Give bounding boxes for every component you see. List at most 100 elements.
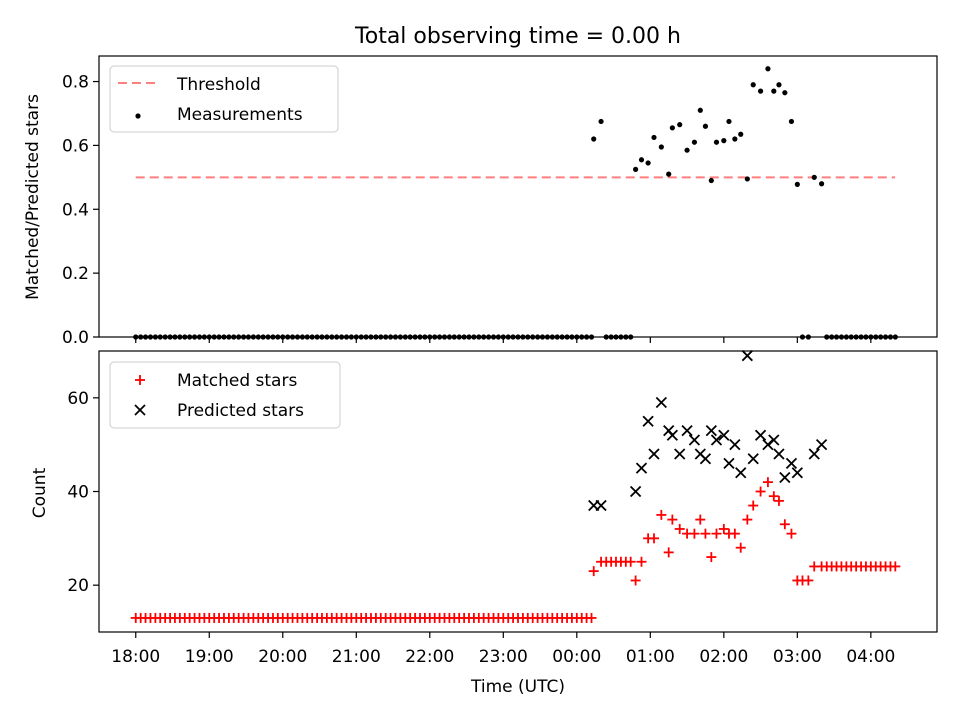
predicted-star-point <box>710 434 723 446</box>
matched-star-point <box>786 528 797 539</box>
x-tick-label: 21:00 <box>332 647 381 667</box>
predicted-star-point <box>808 448 820 460</box>
predicted-star-point <box>773 448 785 460</box>
measurement-point <box>708 177 714 184</box>
measurement-point <box>750 82 756 88</box>
matched-star-point <box>648 533 659 544</box>
top-axes-frame <box>98 55 938 338</box>
measurement-point <box>788 118 795 125</box>
predicted-star-point <box>699 453 712 465</box>
bottom-y-tick-label: 20 <box>67 576 89 596</box>
measurement-point <box>697 107 703 113</box>
predicted-star-point <box>723 457 735 470</box>
bottom-panel: 20 40 60 18:00 19:00 20:00 21:00 22:00 23:00 00:0… <box>67 350 938 667</box>
predicted-legend-swatch <box>134 404 146 416</box>
matched-star-point <box>803 575 814 586</box>
matched-star-point <box>588 566 599 577</box>
predicted-star-point <box>729 439 741 451</box>
predicted-star-point <box>642 415 654 427</box>
top-y-tick-label: 0.0 <box>62 328 89 348</box>
bottom-legend: Matched stars Predicted stars <box>109 361 341 429</box>
figure-title: Total observing time = 0.00 h <box>354 24 681 49</box>
matched-star-point <box>636 556 647 567</box>
top-y-tick-label: 0.6 <box>62 136 89 156</box>
x-tick-label: 02:00 <box>699 647 748 667</box>
measurements-legend-label: Measurements <box>177 105 303 125</box>
predicted-star-point <box>705 424 717 437</box>
matched-star-point <box>755 486 766 497</box>
measurement-point <box>666 171 672 177</box>
matched-star-point <box>779 519 790 530</box>
predicted-star-point <box>688 434 701 446</box>
predicted-star-point <box>629 485 642 498</box>
measurement-point <box>738 131 744 137</box>
matched-star-point <box>742 514 753 525</box>
top-panel: 0.0 0.2 0.4 0.6 0.8 Threshold Measurements <box>62 55 938 348</box>
predicted-star-point <box>768 434 780 446</box>
measurement-point <box>713 139 720 145</box>
bottom-legend-box <box>109 361 341 429</box>
top-y-tick-label: 0.4 <box>62 200 89 220</box>
top-y-axis-label: Matched/Predicted stars <box>23 94 43 300</box>
predicted-star-point <box>674 448 686 460</box>
predicted-star-point <box>655 396 667 409</box>
predicted-star-point <box>635 462 648 474</box>
predicted-star-point <box>747 453 759 465</box>
matched-star-point <box>695 514 706 525</box>
matched-star-point <box>663 547 674 558</box>
measurement-point <box>818 181 825 187</box>
x-tick-label: 03:00 <box>773 647 822 667</box>
matched-star-point <box>689 528 700 539</box>
measurement-point <box>645 160 651 166</box>
predicted-star-point <box>785 457 798 470</box>
matched-star-point <box>674 523 685 534</box>
measurement-point <box>782 90 788 96</box>
measurement-point <box>638 157 645 163</box>
measurement-point <box>598 118 604 125</box>
matched-star-point <box>586 612 597 623</box>
predicted-star-point <box>779 471 791 484</box>
measurement-point <box>591 136 597 142</box>
measurement-point <box>794 181 800 187</box>
measurement-point <box>651 134 657 141</box>
bottom-axes-frame <box>98 350 938 633</box>
predicted-star-point <box>666 429 679 441</box>
measurement-point <box>633 166 639 172</box>
measurement-point <box>677 122 683 128</box>
matched-star-point <box>625 556 636 567</box>
matched-star-point <box>656 509 667 520</box>
predicted-star-point <box>815 439 828 451</box>
top-legend-box <box>109 65 339 133</box>
x-tick-label: 18:00 <box>111 647 160 667</box>
top-legend: Threshold Measurements <box>109 65 339 133</box>
predicted-legend-label: Predicted stars <box>177 401 304 421</box>
matched-star-point <box>729 528 740 539</box>
x-tick-label: 19:00 <box>185 647 234 667</box>
measurements-legend-swatch <box>135 113 141 119</box>
measurement-point <box>765 66 771 72</box>
predicted-star-point <box>595 499 607 512</box>
predicted-star-point <box>754 429 767 441</box>
bottom-y-tick-label: 60 <box>67 389 89 409</box>
matched-star-point <box>890 561 901 572</box>
measurement-point <box>702 123 709 129</box>
predicted-star-point <box>735 467 747 479</box>
measurement-point <box>757 88 764 94</box>
predicted-star-point <box>791 467 803 479</box>
predicted-star-point <box>718 429 730 441</box>
x-tick-label: 00:00 <box>552 647 601 667</box>
bottom-y-tick-label: 40 <box>67 483 89 503</box>
measurement-point <box>744 176 750 182</box>
measurement-point <box>658 144 664 150</box>
predicted-star-point <box>681 424 693 437</box>
measurement-point <box>811 174 817 180</box>
matched-star-point <box>700 528 711 539</box>
x-tick-label: 23:00 <box>479 647 528 667</box>
measurement-point <box>684 147 690 153</box>
measurement-point <box>721 138 727 144</box>
top-y-tick-label: 0.2 <box>62 264 89 284</box>
matched-star-point <box>667 514 678 525</box>
x-tick-label: 20:00 <box>258 647 307 667</box>
matched-star-point <box>748 500 759 511</box>
